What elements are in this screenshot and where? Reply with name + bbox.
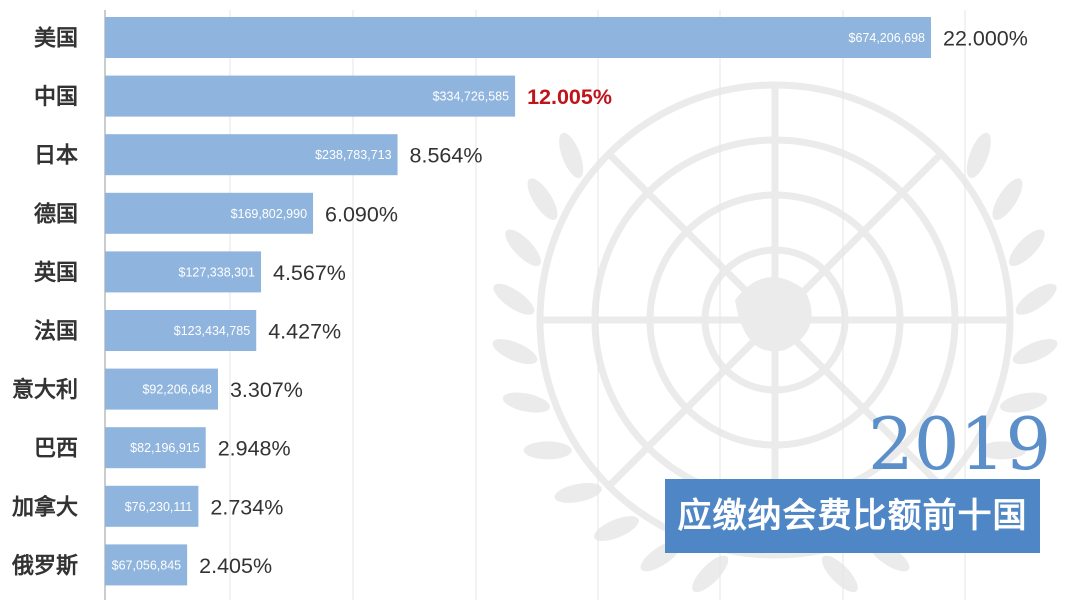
percent-label: 4.427% [268,320,341,344]
percent-label: 2.405% [199,554,272,578]
category-label: 英国 [34,261,78,286]
bar-value-label: $127,338,301 [179,265,256,279]
category-label: 意大利 [12,377,78,403]
emblem-leaf [559,132,584,179]
bar [105,427,206,469]
percent-label: 4.567% [273,261,346,285]
percent-label: 6.090% [325,202,398,226]
percent-label: 8.564% [410,144,483,168]
category-label: 日本 [34,144,78,169]
emblem-leaf [594,516,639,542]
emblem-leaf [692,555,729,593]
emblem-leaf [1015,283,1057,315]
emblem-leaf [493,283,535,315]
emblem-leaf [978,441,1027,460]
category-label: 俄罗斯 [11,553,78,579]
bar [105,17,931,58]
percent-label: 2.948% [218,437,291,461]
emblem-spoke-1 [772,317,944,489]
bar [105,310,257,351]
percent-label: 3.307% [230,378,303,402]
bar-value-label: $334,726,585 [433,90,510,104]
category-label: 巴西 [34,437,78,462]
category-label: 德国 [34,201,78,227]
emblem-land [735,277,812,352]
emblem-leaf [492,339,538,365]
category-label: 美国 [34,26,78,52]
bar [105,544,188,586]
emblem-leaf [966,132,991,179]
percent-label: 12.005% [527,85,612,109]
bar-value-label: $238,783,713 [315,148,392,162]
bar-value-label: $92,206,648 [142,383,212,397]
emblem-spoke-3 [606,317,778,489]
title-banner: 应缴纳会费比额前十国 [665,479,1040,553]
bar [105,251,262,293]
emblem-leaf [992,178,1023,221]
bar-value-label: $123,434,785 [174,324,251,338]
category-label: 中国 [34,85,78,110]
bar-value-label: $82,196,915 [130,441,200,455]
bar-value-label: $674,206,698 [849,31,926,45]
emblem-leaf [821,555,858,593]
emblem-leaf [1012,339,1058,365]
year-label: 2019 [868,402,1052,486]
emblem-leaf [523,441,572,460]
percent-label: 2.734% [210,495,283,519]
emblem-leaf [527,178,558,221]
emblem-leaf [554,482,602,503]
category-label: 法国 [34,320,78,345]
emblem-leaf [502,392,550,413]
bar [105,75,516,117]
bar [105,368,218,410]
percent-label: 22.000% [943,27,1028,51]
bar-value-label: $169,802,990 [231,207,308,221]
bar [105,134,398,176]
bar [105,192,314,234]
bar-value-label: $67,056,845 [112,558,182,572]
bar-value-label: $76,230,111 [125,500,193,514]
category-label: 加拿大 [11,494,78,520]
bar [105,485,199,527]
emblem-leaf [1000,392,1048,413]
emblem-leaf [1008,229,1045,267]
emblem-leaf [505,229,542,267]
emblem-group [536,81,1014,559]
